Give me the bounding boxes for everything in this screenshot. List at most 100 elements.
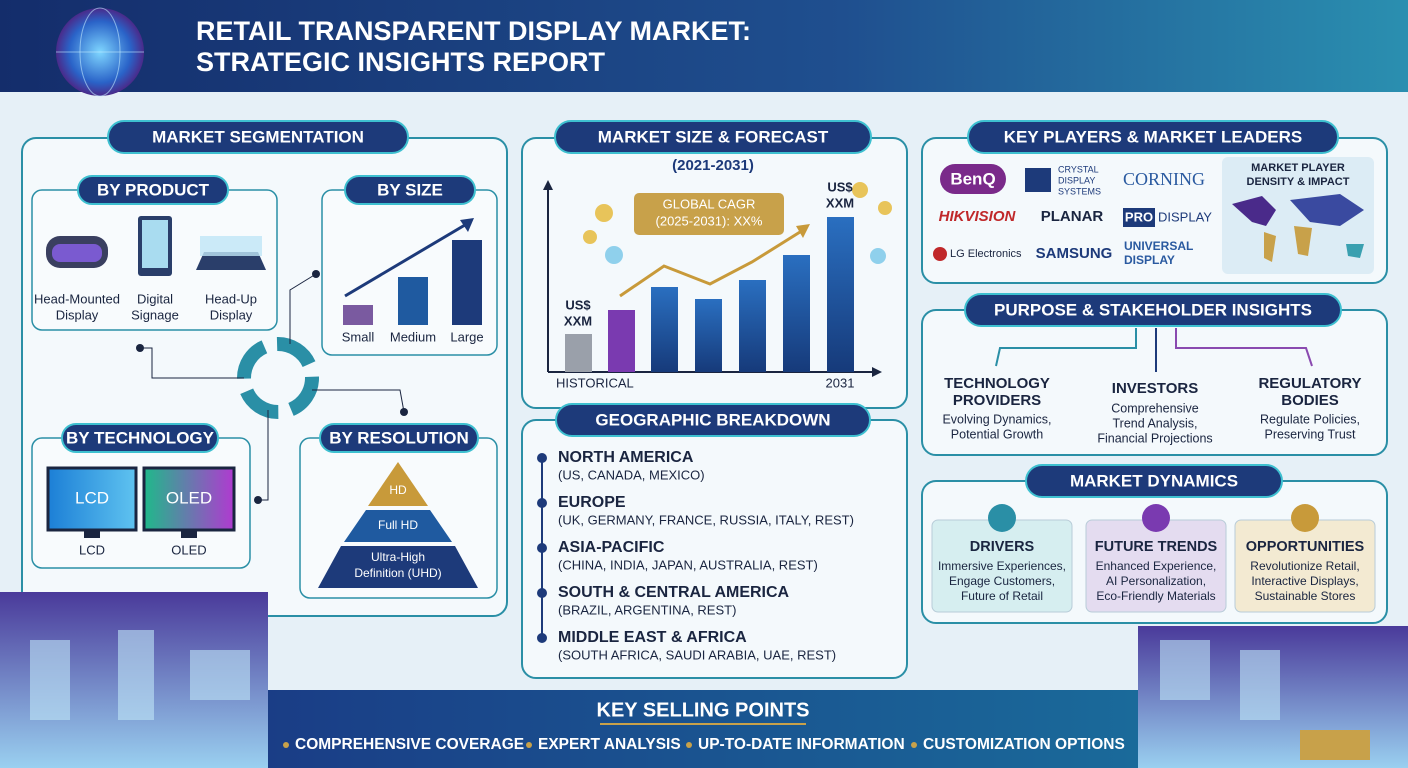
product-label: Signage (131, 307, 179, 322)
decoration (190, 650, 250, 700)
group-name: REGULATORY (1258, 375, 1361, 392)
size-label: Large (450, 329, 483, 344)
decoration (200, 236, 262, 256)
header-band (0, 0, 1408, 92)
decoration (1346, 244, 1364, 258)
decoration (1025, 168, 1051, 192)
decoration (1160, 640, 1210, 700)
section-title: PURPOSE & STAKEHOLDER INSIGHTS (994, 300, 1312, 319)
decoration (634, 193, 784, 235)
logo: SAMSUNG (1036, 245, 1113, 262)
logo: HIKVISION (939, 208, 1017, 225)
card-title: FUTURE TRENDS (1095, 539, 1218, 555)
resolution-level: Definition (UHD) (354, 566, 441, 580)
cagr-text: (2025-2031): XX% (656, 213, 763, 228)
section-title: MARKET DYNAMICS (1070, 471, 1238, 490)
x-start-label: HISTORICAL (556, 375, 634, 390)
forecast-subtitle: (2021-2031) (672, 157, 754, 174)
decoration (319, 423, 479, 453)
decoration (870, 248, 886, 264)
resolution-level: HD (389, 483, 407, 497)
decoration (318, 546, 478, 588)
group-desc: Comprehensive (1111, 401, 1199, 415)
card-desc: Enhanced Experience, (1096, 559, 1217, 573)
decoration (142, 220, 168, 268)
region-countries: (SOUTH AFRICA, SAUDI ARABIA, UAE, REST) (558, 647, 836, 662)
header-title: RETAIL TRANSPARENT DISPLAY MARKET: (196, 16, 751, 46)
group-desc: Evolving Dynamics, (942, 412, 1051, 426)
logo: BenQ (950, 169, 995, 188)
map-title: DENSITY & IMPACT (1247, 176, 1350, 188)
selling-points: COMPREHENSIVE COVERAGE EXPERT ANALYSIS UP-… (283, 736, 1125, 753)
product-label: Digital (137, 291, 173, 306)
forecast-bar-illustration (827, 217, 854, 372)
decoration (400, 408, 408, 416)
decoration (289, 273, 317, 344)
decoration (1222, 157, 1374, 274)
logo: PLANAR (1041, 208, 1104, 225)
card-icon (988, 504, 1016, 532)
card-icon (1291, 504, 1319, 532)
size-bar-illustration (398, 277, 428, 325)
decoration (940, 164, 1006, 194)
selling-point: UP-TO-DATE INFORMATION (698, 736, 905, 753)
end-label: XXM (826, 195, 854, 210)
group-name: TECHNOLOGY (944, 375, 1050, 392)
decoration (142, 466, 236, 532)
selling-point: CUSTOMIZATION OPTIONS (923, 736, 1125, 753)
x-end-label: 2031 (826, 375, 855, 390)
logo: CRYSTAL (1058, 164, 1099, 174)
footer-band (268, 690, 1138, 768)
decoration (554, 120, 872, 154)
decoration (605, 246, 623, 264)
bullet (283, 742, 289, 748)
product-label: Display (210, 307, 253, 322)
size-bar-illustration (452, 240, 482, 325)
region-countries: (BRAZIL, ARGENTINA, REST) (558, 602, 736, 617)
card-desc: Immersive Experiences, (938, 559, 1066, 573)
decoration (136, 344, 144, 352)
decoration (181, 530, 197, 538)
forecast-bar-illustration (651, 287, 678, 372)
decoration (344, 220, 471, 298)
group-name: PROVIDERS (953, 392, 1041, 409)
size-bar-illustration (343, 305, 373, 325)
region-countries: (UK, GERMANY, FRANCE, RUSSIA, ITALY, RES… (558, 512, 854, 527)
logo: LG Electronics (950, 248, 1022, 260)
group-desc: Potential Growth (951, 427, 1043, 441)
dynamics-cards: DRIVERS Immersive Experiences,Engage Cust… (931, 504, 1376, 613)
header-title: STRATEGIC INSIGHTS REPORT (196, 47, 606, 77)
decoration (1175, 328, 1313, 367)
section-title: MARKET SEGMENTATION (152, 127, 364, 146)
box-title: BY RESOLUTION (329, 428, 468, 447)
decoration (796, 224, 810, 238)
section-title: GEOGRAPHIC BREAKDOWN (595, 410, 830, 429)
decoration (30, 640, 70, 720)
start-label: XXM (564, 313, 592, 328)
decoration (543, 180, 553, 190)
region-dot (537, 498, 547, 508)
bullet (686, 742, 692, 748)
region-dot (537, 543, 547, 553)
region-name: ASIA-PACIFIC (558, 539, 665, 556)
size-label: Medium (390, 329, 436, 344)
section-pill (107, 120, 409, 154)
decoration (1025, 464, 1283, 498)
logo: CORNING (1123, 169, 1205, 189)
region-dot (537, 588, 547, 598)
group-desc: Trend Analysis, (1113, 416, 1198, 430)
decoration (852, 182, 868, 198)
decoration (1290, 194, 1364, 226)
section-title: KEY PLAYERS & MARKET LEADERS (1004, 127, 1303, 146)
card-desc: Revolutionize Retail, (1250, 559, 1359, 573)
decoration (878, 201, 892, 215)
forecast-bar-illustration (783, 255, 810, 372)
group-desc: Financial Projections (1097, 431, 1212, 445)
forecast-bar-illustration (608, 310, 635, 372)
group-name: INVESTORS (1112, 380, 1198, 397)
region-list: NORTH AMERICA(US, CANADA, MEXICO)EUROPE(… (537, 449, 854, 662)
bullet (526, 742, 532, 748)
decoration (460, 218, 474, 232)
group-name: BODIES (1281, 392, 1339, 409)
decoration (595, 204, 613, 222)
